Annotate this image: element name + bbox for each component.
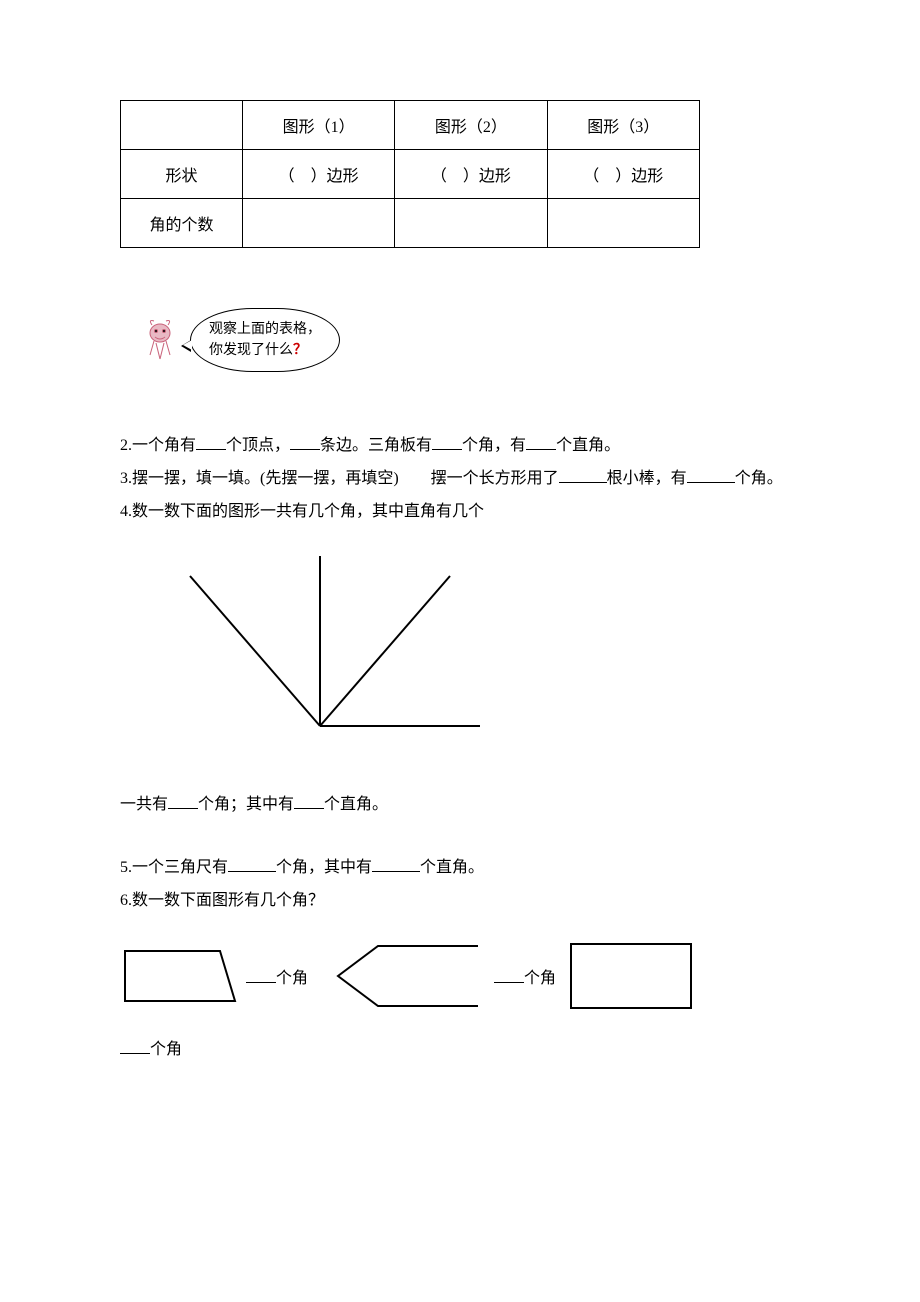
fill-blank[interactable] [120, 1038, 150, 1054]
th-blank [121, 101, 243, 150]
fill-blank[interactable] [196, 434, 226, 450]
fill-blank[interactable] [372, 856, 420, 872]
question-3: 3.摆一摆，填一填。(先摆一摆，再填空) 摆一个长方形用了根小棒，有个角。 [120, 465, 800, 494]
th-shape3: 图形（3） [547, 101, 699, 150]
shape-arrow: 个角 [318, 936, 556, 1016]
bubble-l1: 观察上面的表格， [209, 319, 321, 340]
speech-row: 观察上面的表格， 你发现了什么？ [140, 308, 800, 372]
table-row: 图形（1） 图形（2） 图形（3） [121, 101, 700, 150]
question-4-title: 4.数一数下面的图形一共有几个角，其中直角有几个 [120, 498, 800, 527]
question-6-title: 6.数一数下面图形有几个角？ [120, 887, 800, 916]
table-row: 角的个数 [121, 199, 700, 248]
row-angle-cell [242, 199, 394, 248]
mascot-icon [140, 315, 180, 365]
row-angle-label: 角的个数 [121, 199, 243, 248]
th-shape2: 图形（2） [395, 101, 547, 150]
row-shape-label: 形状 [121, 150, 243, 199]
th-shape1: 图形（1） [242, 101, 394, 150]
fill-blank[interactable] [526, 434, 556, 450]
row-shape-cell: （ ）边形 [547, 150, 699, 199]
shape-rect-label: 个角 [120, 1036, 800, 1065]
angle-figure [120, 546, 800, 751]
fill-blank[interactable] [168, 793, 198, 809]
fill-blank[interactable] [246, 967, 276, 983]
speech-bubble: 观察上面的表格， 你发现了什么？ [190, 308, 340, 372]
row-angle-cell [547, 199, 699, 248]
shapes-row: 个角 个角 [120, 936, 800, 1016]
question-5: 5.一个三角尺有个角，其中有个直角。 [120, 854, 800, 883]
fill-blank[interactable] [228, 856, 276, 872]
fill-blank[interactable] [432, 434, 462, 450]
worksheet-page: 图形（1） 图形（2） 图形（3） 形状 （ ）边形 （ ）边形 （ ）边形 角… [0, 0, 920, 1129]
shape-table: 图形（1） 图形（2） 图形（3） 形状 （ ）边形 （ ）边形 （ ）边形 角… [120, 100, 700, 248]
fill-blank[interactable] [290, 434, 320, 450]
row-shape-cell: （ ）边形 [242, 150, 394, 199]
table-row: 形状 （ ）边形 （ ）边形 （ ）边形 [121, 150, 700, 199]
bubble-l2: 你发现了什么？ [209, 340, 321, 361]
question-mark-icon: ？ [293, 343, 307, 358]
row-shape-cell: （ ）边形 [395, 150, 547, 199]
shape-trapezoid: 个角 [120, 941, 308, 1011]
question-2: 2.一个角有个顶点，条边。三角板有个角，有个直角。 [120, 432, 800, 461]
question-4-answer: 一共有个角；其中有个直角。 [120, 791, 800, 820]
fill-blank[interactable] [687, 467, 735, 483]
fill-blank[interactable] [559, 467, 607, 483]
fill-blank[interactable] [294, 793, 324, 809]
fill-blank[interactable] [494, 967, 524, 983]
row-angle-cell [395, 199, 547, 248]
shape-rectangle [566, 936, 696, 1016]
